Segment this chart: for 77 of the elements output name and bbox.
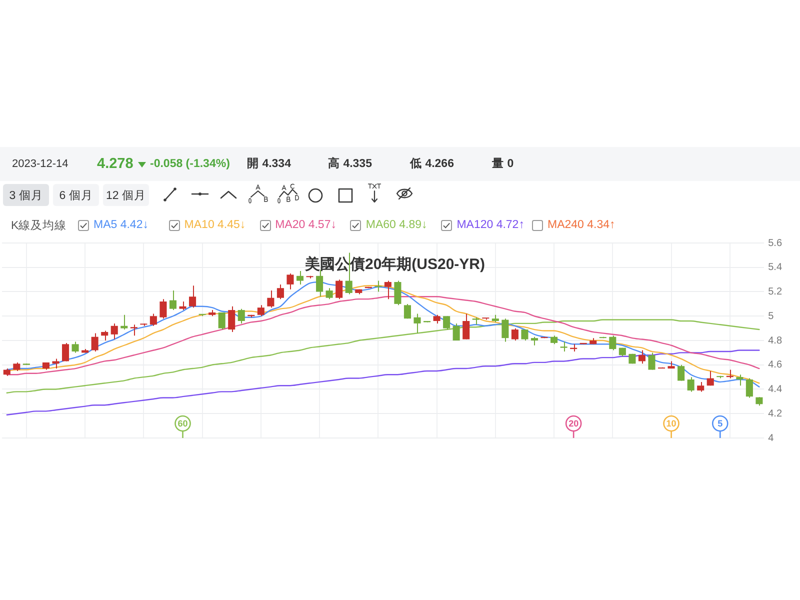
candlestick [706, 370, 714, 386]
candlestick [218, 312, 226, 330]
text: 2023-12-14 [12, 157, 68, 172]
candlestick [286, 272, 294, 290]
legend-title: K線及均線 [11, 218, 68, 232]
candlestick [160, 298, 167, 320]
candlestick [687, 376, 694, 392]
candlestick [638, 350, 646, 364]
line-series [6, 319, 760, 394]
text: 高 4.335 [328, 156, 372, 172]
annotation: 60 [178, 418, 188, 428]
candlestick [746, 378, 753, 398]
candlestick [257, 304, 264, 317]
y-tick-label: 5.6 [768, 238, 782, 249]
candlestick [267, 290, 274, 308]
candlestick [296, 270, 304, 285]
candlestick [120, 314, 128, 330]
candlestick [101, 330, 108, 341]
candlestick [443, 316, 450, 330]
candlestick [72, 341, 79, 354]
candlestick [130, 324, 138, 336]
candlestick [678, 364, 685, 382]
text: MA10 4.45↓ [184, 219, 246, 231]
text: MA5 4.42↓ [94, 219, 148, 231]
button: 12 個月 [103, 184, 149, 206]
candlestick [228, 306, 236, 332]
button: 6 個月 [53, 184, 99, 206]
candlestick [91, 332, 98, 352]
text: MA240 4.34↑ [547, 219, 616, 231]
candlestick [189, 285, 196, 308]
candlestick [414, 313, 421, 334]
y-tick-label: 4.2 [768, 408, 782, 420]
y-tick-label: 5.4 [768, 262, 782, 274]
candlestick [374, 280, 382, 292]
candlestick [404, 303, 411, 320]
candlestick [482, 318, 490, 320]
candlestick [52, 358, 60, 370]
candlestick [394, 280, 402, 306]
candlestick [384, 280, 392, 300]
candlestick [336, 279, 343, 300]
y-tick-label: 5.2 [768, 286, 782, 298]
candlestick [560, 341, 568, 352]
y-tick-label: 5 [768, 310, 774, 322]
line-series [6, 350, 760, 416]
candlestick [452, 322, 460, 341]
text: -0.058 (-1.34%) [150, 157, 230, 172]
candlestick [609, 335, 616, 351]
y-tick-label: 4.6 [768, 360, 782, 371]
y-tick-label: 4.4 [768, 384, 782, 395]
text: 量 0 [492, 156, 514, 172]
candlestick [62, 342, 70, 362]
text: MA20 4.57↓ [275, 219, 336, 231]
y-tick-label: 4.8 [768, 335, 782, 346]
text: MA60 4.89↓ [366, 219, 428, 231]
candlestick [169, 290, 176, 311]
annotation: 5 [718, 418, 723, 428]
candlestick [462, 313, 470, 340]
text: 4.278 [97, 155, 134, 174]
candlestick [697, 381, 704, 392]
candlestick [511, 328, 518, 341]
annotation: 20 [568, 418, 579, 428]
candlestick [110, 322, 118, 340]
text: 低 4.266 [410, 156, 454, 172]
candlestick [648, 352, 656, 370]
text: 開 4.334 [247, 156, 291, 172]
candlestick [521, 329, 528, 341]
candlestick [736, 374, 744, 386]
button: 3 個月 [3, 184, 49, 206]
y-tick-label: 4 [768, 432, 774, 444]
candlestick [276, 284, 284, 300]
line-series [6, 296, 760, 376]
annotation: 10 [666, 418, 676, 428]
candlestick [150, 313, 157, 326]
candlestick [238, 308, 245, 324]
candlestick [502, 318, 509, 342]
candlestick [326, 288, 333, 300]
text: MA120 4.72↑ [456, 219, 524, 231]
